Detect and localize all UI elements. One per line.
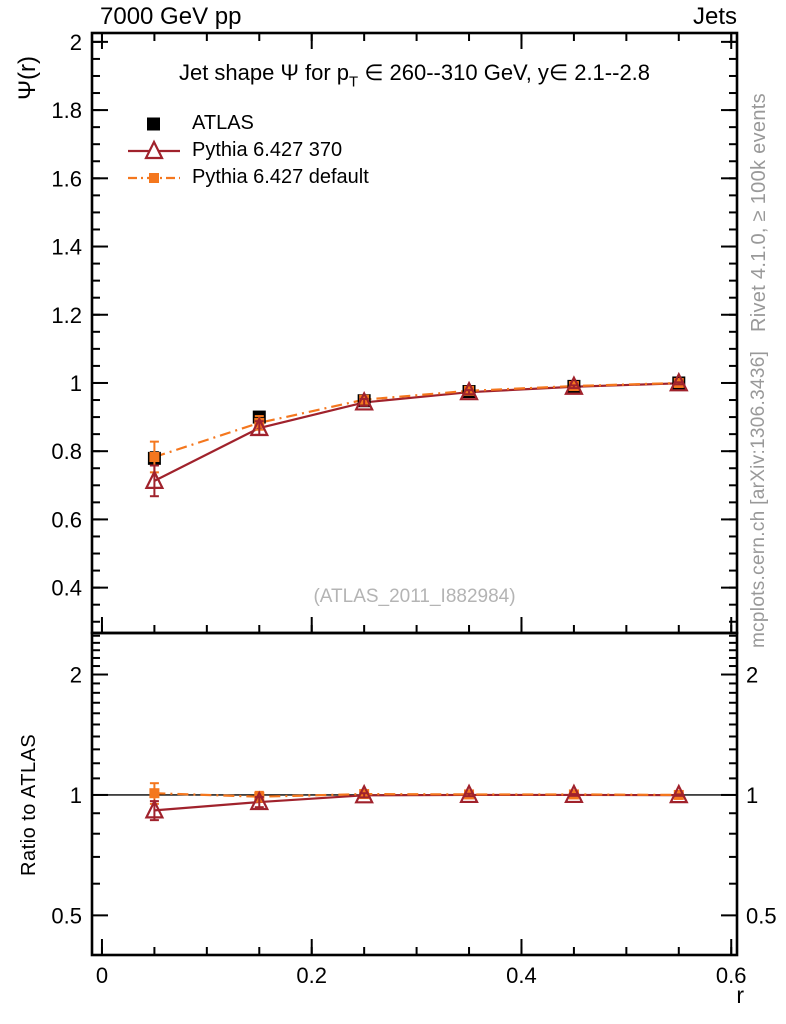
pythia-default-marker-icon — [128, 172, 180, 183]
plot-title-subscript: T — [349, 73, 359, 91]
plot-title: Jet shape Ψ for pT ∈ 260--310 GeV, y∈ 2.… — [92, 60, 737, 91]
legend-label: ATLAS — [192, 112, 254, 134]
pythia-370-marker — [564, 375, 584, 395]
y-tick-label: 1.6 — [51, 166, 82, 191]
y-tick-label: 1 — [70, 371, 82, 396]
ratio-y-tick-label: 2 — [70, 663, 82, 688]
plot-title-prefix: Jet shape Ψ for p — [178, 60, 349, 85]
ratio-pythia-370-marker — [144, 798, 165, 819]
ratio-y-tick-label: 1 — [70, 783, 82, 808]
legend-label: Pythia 6.427 370 — [192, 139, 343, 161]
y-tick-label: 0.4 — [51, 576, 82, 601]
legend-label: Pythia 6.427 default — [192, 166, 369, 188]
y-tick-label: 0.6 — [51, 507, 82, 532]
header-beam-title: 7000 GeV pp — [100, 3, 242, 30]
ratio-pythia-370-line — [154, 793, 679, 812]
header-analysis-group: Jets — [692, 3, 737, 30]
legend-item-atlas: ATLAS — [126, 110, 369, 137]
y-tick-label: 2 — [70, 30, 82, 55]
main-panel-frame — [90, 31, 739, 635]
legend-item-pythia-default: Pythia 6.427 default — [126, 164, 369, 191]
pythia-370-marker-icon — [128, 139, 180, 159]
ratio-pythia-370-marker — [459, 783, 479, 804]
ratio-pythia-370-marker — [564, 783, 584, 804]
ratio-pythia-370-marker — [669, 783, 689, 804]
pythia-370-marker — [459, 380, 479, 401]
ratio-pythia-370-marker — [354, 783, 374, 804]
plot-title-suffix: ∈ 260--310 GeV, y∈ 2.1--2.8 — [358, 60, 651, 85]
pythia-370-marker — [354, 390, 374, 411]
x-tick-label: 0.2 — [296, 963, 327, 988]
pythia-default-marker — [149, 451, 160, 462]
pythia-default-legend-marker — [149, 172, 159, 183]
pythia-370-marker — [249, 416, 270, 437]
pythia-default-line — [154, 381, 679, 459]
y-tick-label: 1.8 — [51, 98, 82, 123]
y-tick-label: 1.4 — [51, 235, 82, 260]
pythia-370-marker — [144, 469, 165, 489]
x-tick-label: 0.6 — [716, 963, 747, 988]
x-tick-label: 0.4 — [506, 963, 537, 988]
pythia-370-legend-marker — [144, 139, 164, 159]
ratio-y-tick-label: 0.5 — [51, 903, 82, 928]
x-axis-label: r — [736, 982, 744, 1008]
legend: ATLAS Pythia 6.427 370 Pythia 6.427 defa… — [126, 110, 369, 191]
atlas-marker-icon — [147, 117, 160, 130]
ratio-y-tick-label: 0.5 — [746, 903, 777, 928]
atlas-legend-marker — [147, 117, 160, 130]
pythia-370-line — [153, 382, 679, 482]
ratio-y-tick-label: 2 — [746, 663, 758, 688]
y-tick-label: 0.8 — [51, 439, 82, 464]
ratio-pythia-default-marker — [149, 788, 160, 799]
ratio-pythia-default-line — [154, 792, 679, 798]
legend-item-pythia-370: Pythia 6.427 370 — [126, 137, 369, 164]
ratio-y-tick-label: 1 — [746, 783, 758, 808]
pythia-370-marker — [669, 371, 689, 392]
ratio-pythia-370-marker — [249, 790, 270, 811]
x-tick-label: 0 — [96, 963, 108, 988]
analysis-id-watermark: (ATLAS_2011_I882984) — [313, 586, 516, 607]
y-tick-label: 1.2 — [51, 303, 82, 328]
